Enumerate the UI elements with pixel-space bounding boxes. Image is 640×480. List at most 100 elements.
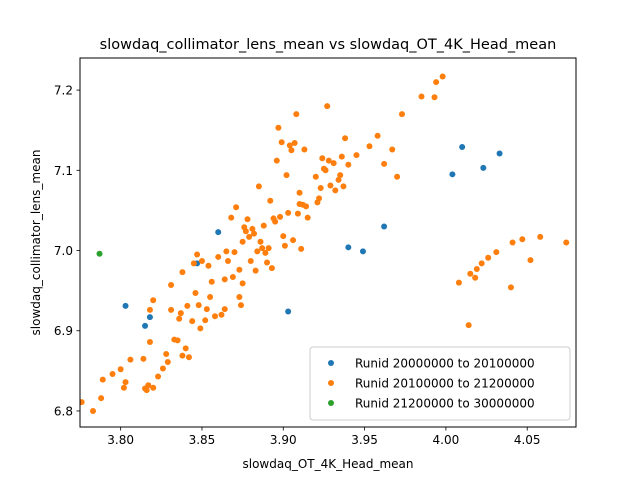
data-point [389,146,396,153]
legend-label: Runid 20100000 to 21200000 [355,377,535,391]
data-point [207,294,214,301]
data-point [146,314,153,321]
data-point [239,280,246,287]
data-point [301,146,308,153]
data-point [493,249,500,256]
data-point [174,337,181,344]
y-tick-label: 6.8 [54,404,73,418]
legend-marker [328,380,334,386]
data-point [203,306,210,313]
data-point [519,236,526,243]
data-point [353,152,360,159]
data-point [231,249,238,256]
legend: Runid 20000000 to 20100000 Runid 20100000… [309,346,571,421]
data-point [155,373,162,380]
data-point [236,266,243,273]
data-point [208,278,215,285]
data-point [127,356,134,363]
data-point [433,79,440,86]
data-point [337,172,344,179]
legend-marker [328,360,334,366]
y-axis: 6.8 6.9 7.0 7.1 7.2 [54,84,80,418]
data-point [177,310,184,317]
data-point [537,233,544,240]
legend-label: Runid 20000000 to 20100000 [355,357,535,371]
data-point [374,132,381,139]
data-point [168,282,175,289]
x-axis: 3.80 3.85 3.90 3.95 4.00 4.05 [107,427,541,447]
y-axis-label: slowdaq_collimator_lens_mean [29,150,43,336]
data-point [168,306,175,313]
data-point [80,399,85,406]
data-point [233,204,240,211]
data-point [251,230,258,237]
data-point [527,257,534,264]
data-point [239,238,246,245]
data-point [221,276,228,283]
data-point [304,214,311,221]
data-point [179,269,186,276]
y-tick-label: 7.1 [54,164,73,178]
data-point [242,228,249,235]
data-point [455,279,462,286]
data-point [202,317,209,324]
data-point [146,306,153,313]
data-point [338,153,345,160]
data-point [485,254,492,261]
data-point [150,384,157,391]
data-point [439,73,446,80]
data-point [109,371,116,378]
data-point [146,338,153,345]
data-point [228,214,235,221]
data-point [215,229,222,236]
data-point [257,238,264,245]
data-point [159,365,166,372]
data-point [195,302,202,309]
data-point [262,249,269,256]
data-point [312,173,319,180]
data-point [120,384,127,391]
y-tick-label: 7.0 [54,244,73,258]
legend-label: Runid 21200000 to 30000000 [355,397,535,411]
data-point [99,376,106,383]
series-3 [96,250,103,257]
data-point [197,325,204,332]
data-point [394,173,401,180]
data-point [345,244,352,251]
data-point [221,306,228,313]
data-point [247,257,254,264]
data-point [190,260,197,267]
data-point [275,124,282,131]
data-point [252,267,259,274]
legend-marker [328,400,334,406]
data-point [189,318,196,325]
data-point [205,262,212,269]
x-tick-label: 3.90 [270,433,297,447]
data-point [184,302,191,309]
data-point [480,164,487,171]
data-point [198,257,205,264]
data-point [211,313,218,320]
chart-title: slowdaq_collimator_lens_mean vs slowdaq_… [100,37,557,53]
data-point [286,142,293,149]
data-point [255,183,262,190]
data-point [465,322,472,329]
data-point [218,311,225,318]
data-point [249,225,256,232]
data-point [340,183,347,190]
data-point [303,203,310,210]
data-point [98,395,105,402]
data-point [164,359,171,366]
data-point [459,144,466,151]
data-point [431,94,438,101]
data-point [268,265,275,272]
data-point [150,297,157,304]
data-point [285,209,292,216]
y-tick-label: 7.2 [54,84,73,98]
data-point [179,352,186,359]
data-point [185,354,192,361]
x-tick-label: 3.80 [107,433,134,447]
data-point [267,197,274,204]
data-point [264,259,271,266]
data-point [294,210,301,217]
